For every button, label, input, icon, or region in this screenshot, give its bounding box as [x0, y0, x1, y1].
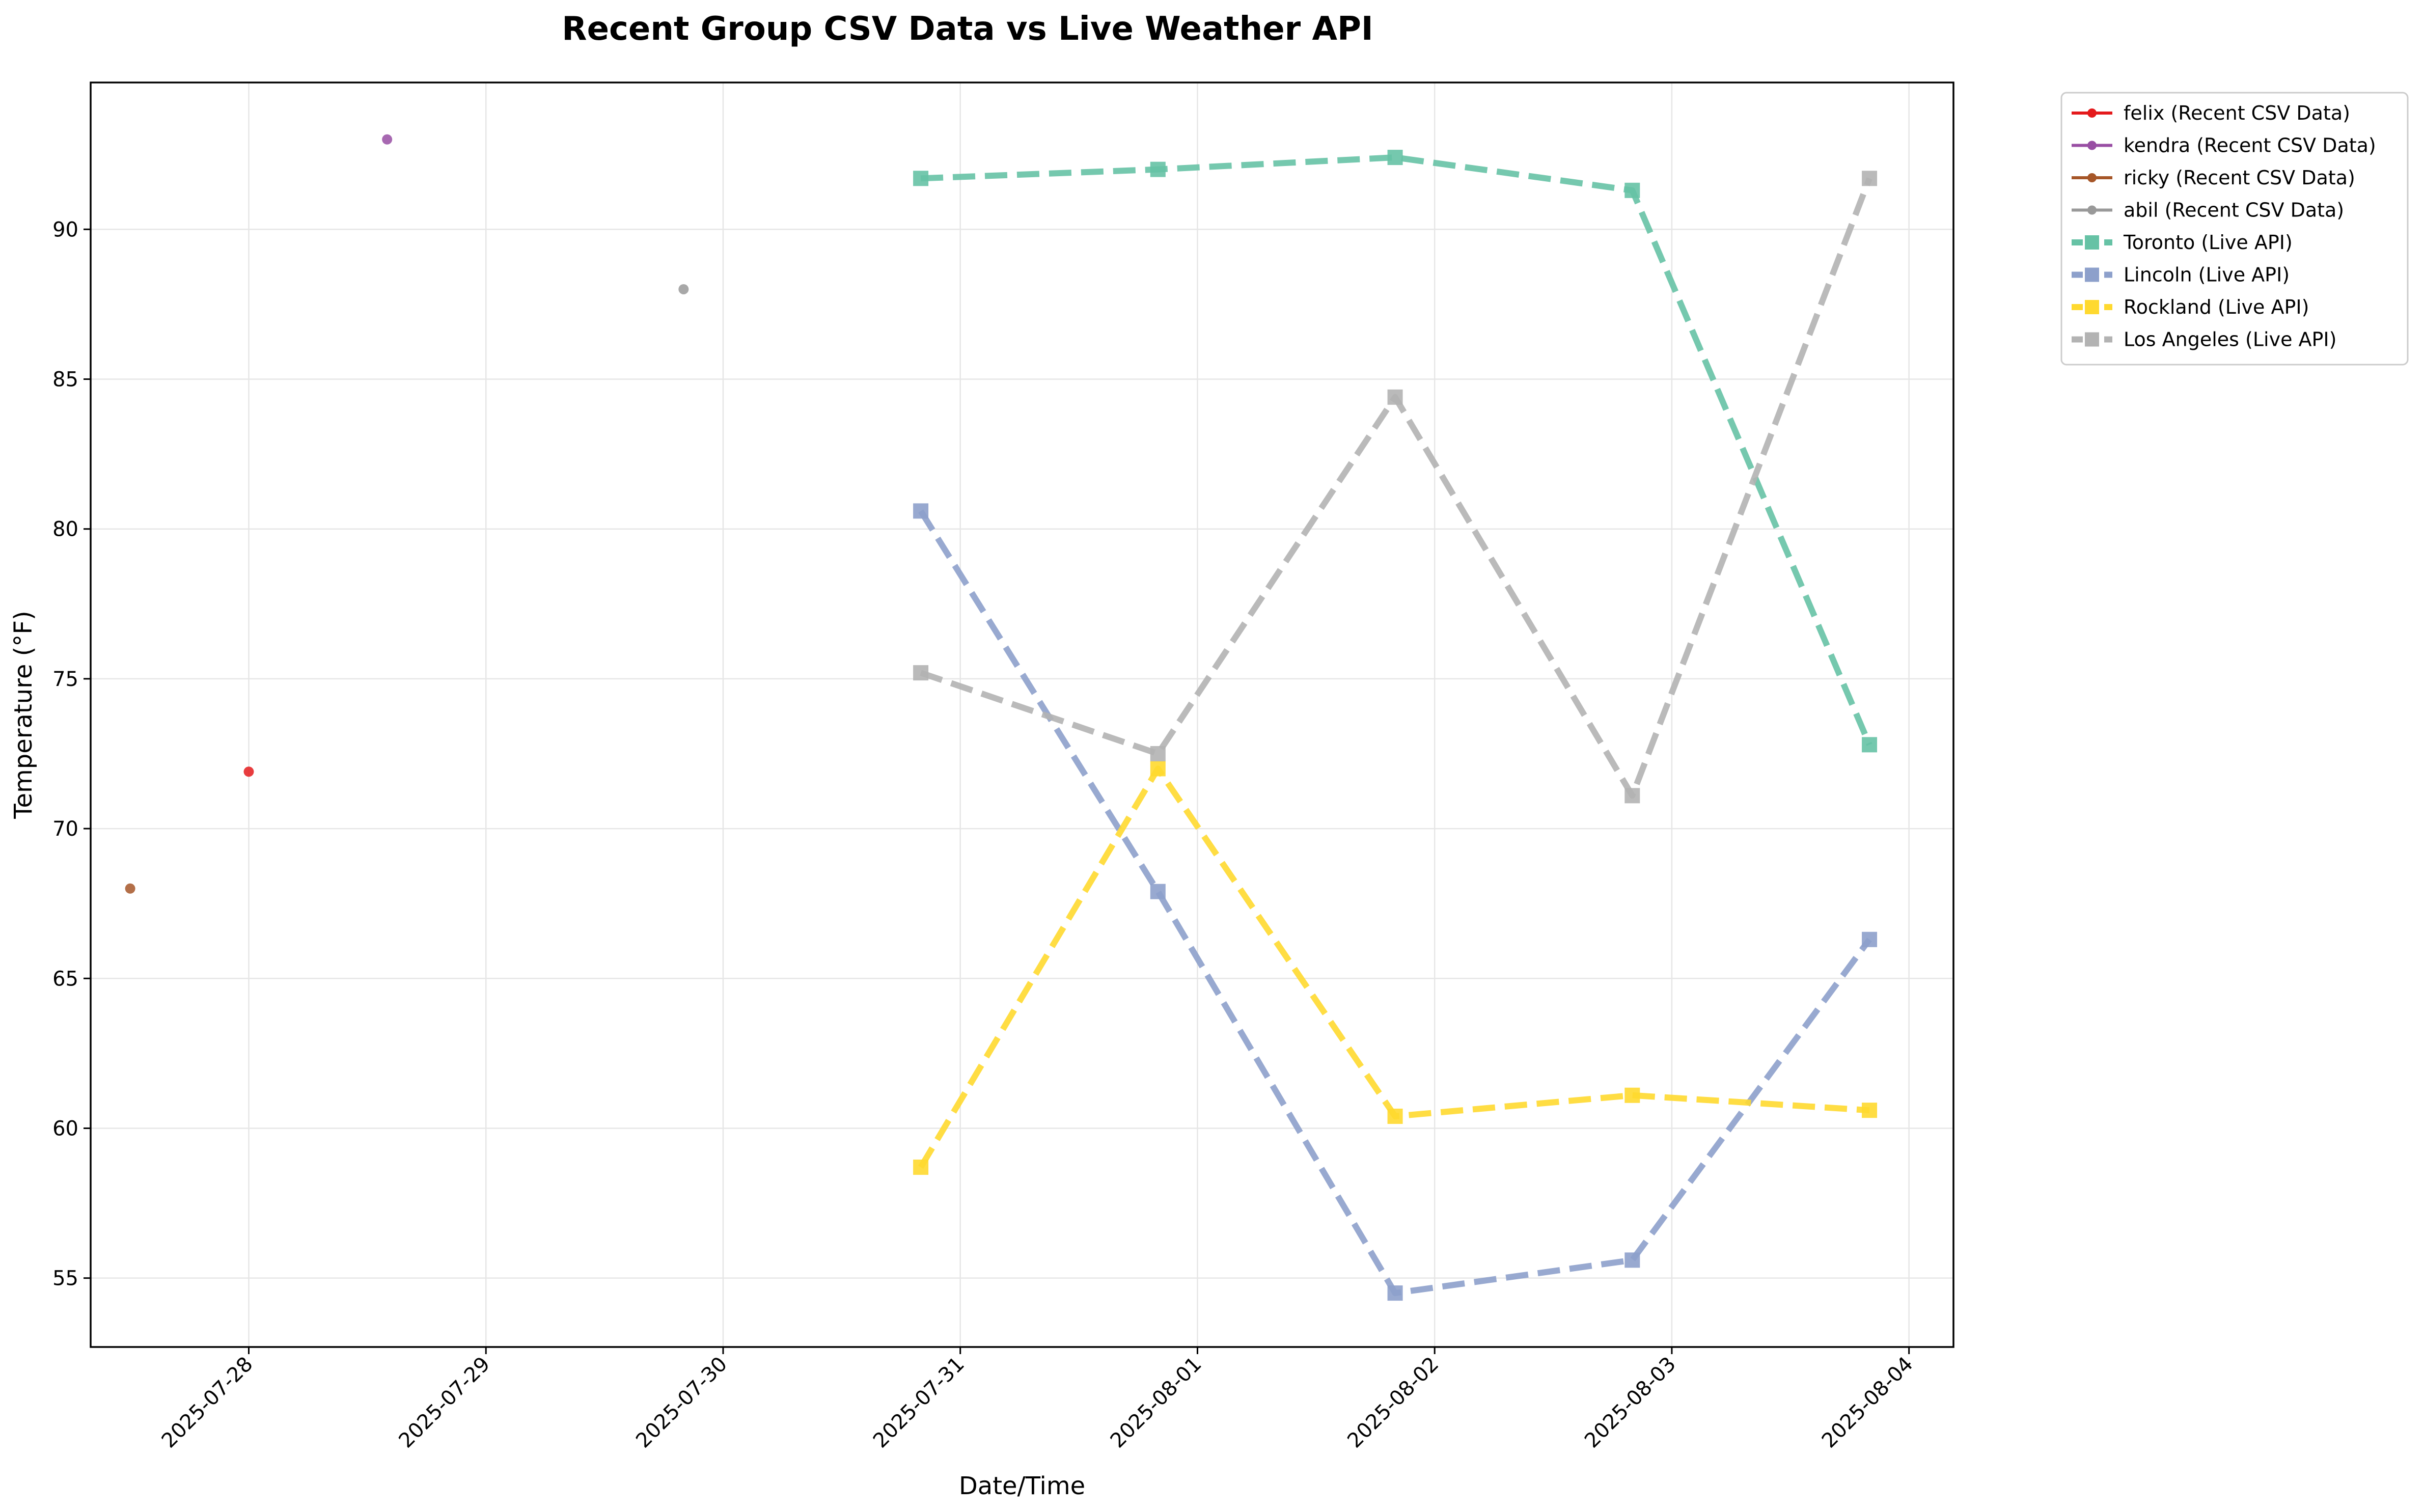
data-point-rockland-live-api — [913, 1159, 929, 1175]
data-point-lincoln-live-api — [1150, 884, 1166, 899]
data-point-los-angeles-live-api — [1387, 389, 1403, 405]
legend-swatch-marker — [2085, 300, 2099, 314]
legend-label: ricky (Recent CSV Data) — [2124, 167, 2355, 189]
x-axis-label: Date/Time — [959, 1472, 1085, 1500]
legend-swatch-marker — [2085, 332, 2099, 347]
series-line-toronto-live-api — [920, 154, 1872, 746]
data-point-rockland-live-api — [1150, 761, 1166, 777]
legend-label: Los Angeles (Live API) — [2124, 328, 2336, 351]
data-point-ricky-recent-csv-data — [125, 883, 135, 894]
legend-swatch-marker — [2085, 267, 2099, 282]
y-tick-label: 90 — [52, 218, 78, 241]
legend: felix (Recent CSV Data) kendra (Recent CS… — [2060, 92, 2409, 366]
data-point-toronto-live-api — [913, 171, 929, 186]
legend-label: Toronto (Live API) — [2123, 231, 2293, 254]
legend-label: kendra (Recent CSV Data) — [2124, 134, 2376, 157]
legend-swatch-marker — [2087, 141, 2097, 150]
legend-swatch-marker — [2085, 235, 2099, 250]
y-tick-label: 60 — [52, 1117, 78, 1140]
y-tick-label: 65 — [52, 967, 78, 991]
data-point-toronto-live-api — [1387, 150, 1403, 166]
data-point-toronto-live-api — [1862, 737, 1878, 753]
legend-label: felix (Recent CSV Data) — [2124, 102, 2350, 124]
data-point-rockland-live-api — [1624, 1087, 1640, 1103]
data-point-kendra-recent-csv-data — [382, 134, 393, 145]
data-point-rockland-live-api — [1862, 1103, 1878, 1118]
y-tick-label: 85 — [52, 368, 78, 392]
data-point-los-angeles-live-api — [913, 665, 929, 681]
legend-swatch-marker — [2087, 205, 2097, 215]
legend-label: Rockland (Live API) — [2124, 296, 2309, 318]
data-point-lincoln-live-api — [1387, 1285, 1403, 1301]
data-point-felix-recent-csv-data — [243, 766, 254, 777]
data-point-los-angeles-live-api — [1150, 746, 1166, 761]
data-point-rockland-live-api — [1387, 1108, 1403, 1124]
legend-swatch-marker — [2087, 173, 2097, 182]
chart-title: Recent Group CSV Data vs Live Weather AP… — [562, 10, 1373, 48]
data-point-toronto-live-api — [1150, 161, 1166, 177]
data-point-los-angeles-live-api — [1862, 171, 1878, 186]
data-point-toronto-live-api — [1624, 182, 1640, 198]
y-tick-label: 70 — [52, 817, 78, 841]
y-tick-label: 80 — [52, 518, 78, 541]
legend-swatch-marker — [2087, 108, 2097, 118]
data-point-lincoln-live-api — [1862, 931, 1878, 947]
series-markers — [125, 134, 1878, 1301]
legend-label: abil (Recent CSV Data) — [2124, 199, 2344, 222]
legend-frame — [2060, 92, 2409, 366]
plot-area-frame — [90, 81, 1954, 1348]
data-point-lincoln-live-api — [913, 503, 929, 519]
data-point-abil-recent-csv-data — [678, 284, 689, 294]
data-point-lincoln-live-api — [1624, 1252, 1640, 1268]
y-tick-label: 55 — [52, 1267, 78, 1290]
legend-label: Lincoln (Live API) — [2124, 264, 2290, 286]
data-point-los-angeles-live-api — [1624, 788, 1640, 804]
y-axis-label: Temperature (°F) — [9, 611, 38, 819]
y-tick-label: 75 — [52, 668, 78, 691]
